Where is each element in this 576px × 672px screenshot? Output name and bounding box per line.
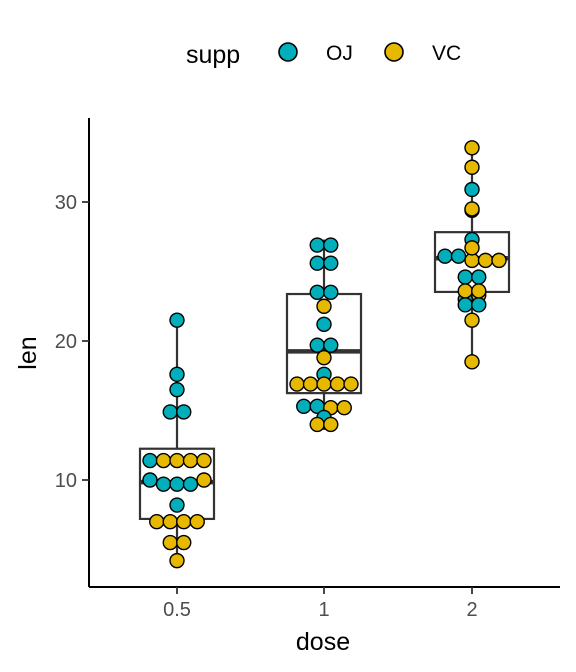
dot-oj [155,476,172,492]
dot-vc [196,472,212,488]
dot-vc [329,376,346,392]
dot-vc [464,312,480,328]
dot-oj [323,255,339,271]
dot-oj [169,312,185,328]
dot-oj [169,381,185,398]
x-tick-label: 2 [466,599,477,621]
dot-vc [464,354,480,370]
dot-vc [464,201,480,217]
dot-oj [309,284,325,301]
dot-vc [162,514,178,530]
dot-oj [162,404,178,420]
x-axis-title: dose [296,628,350,656]
dot-vc [189,514,205,530]
dot-oj [169,497,185,513]
dot-vc [316,298,332,314]
legend-title: supp [186,41,240,69]
dot-vc [182,452,199,469]
dot-oj [309,237,325,253]
x-tick-label: 1 [318,599,329,621]
legend: supp OJ VC [186,41,461,69]
dot-vc [309,416,325,433]
dots [142,140,507,569]
dot-oj [169,476,185,492]
dot-oj [450,248,467,264]
dot-oj [142,452,158,469]
dot-oj [309,337,325,353]
dot-vc [343,376,359,392]
dot-vc [491,252,507,269]
dot-oj [437,248,453,264]
axes: 10 20 30 0.5 1 2 [55,118,560,621]
dot-vc [464,140,480,156]
y-tick-label: 20 [55,331,77,353]
dot-oj [323,237,339,253]
dot-oj [323,284,339,301]
dot-oj [323,337,339,353]
y-tick-label: 10 [55,470,77,492]
dot-vc [196,452,212,469]
legend-key-oj [278,42,298,62]
dot-oj [316,316,332,333]
dot-vc [316,376,332,392]
dot-oj [169,366,185,383]
dot-vc [464,159,480,175]
y-tick-label: 30 [55,192,77,214]
dot-oj [471,297,487,313]
legend-label-oj: OJ [326,42,353,65]
dot-vc [336,400,352,416]
dot-oj [457,297,473,313]
dot-vc [176,534,192,551]
dot-oj [296,398,312,415]
dot-oj [457,269,473,285]
dot-oj [309,255,325,271]
dot-vc [471,283,487,299]
dot-vc [316,349,332,366]
dot-oj [471,269,487,285]
dot-vc [176,514,192,530]
dot-vc [289,376,305,392]
legend-label-vc: VC [432,42,461,65]
dot-oj [176,404,192,420]
dot-vc [477,252,494,269]
dot-vc [464,240,480,256]
dot-vc [149,514,165,530]
dot-oj [464,181,480,198]
dot-vc [323,416,339,433]
legend-key-vc [384,42,404,62]
dot-vc [169,552,185,569]
dot-oj [142,472,158,488]
dot-vc [162,534,178,551]
dot-vc [155,452,172,469]
x-tick-label: 0.5 [163,599,191,621]
dot-oj [182,476,199,492]
dot-vc [457,283,473,299]
dot-vc [169,452,185,469]
y-axis-title: len [14,336,42,369]
dot-vc [302,376,319,392]
